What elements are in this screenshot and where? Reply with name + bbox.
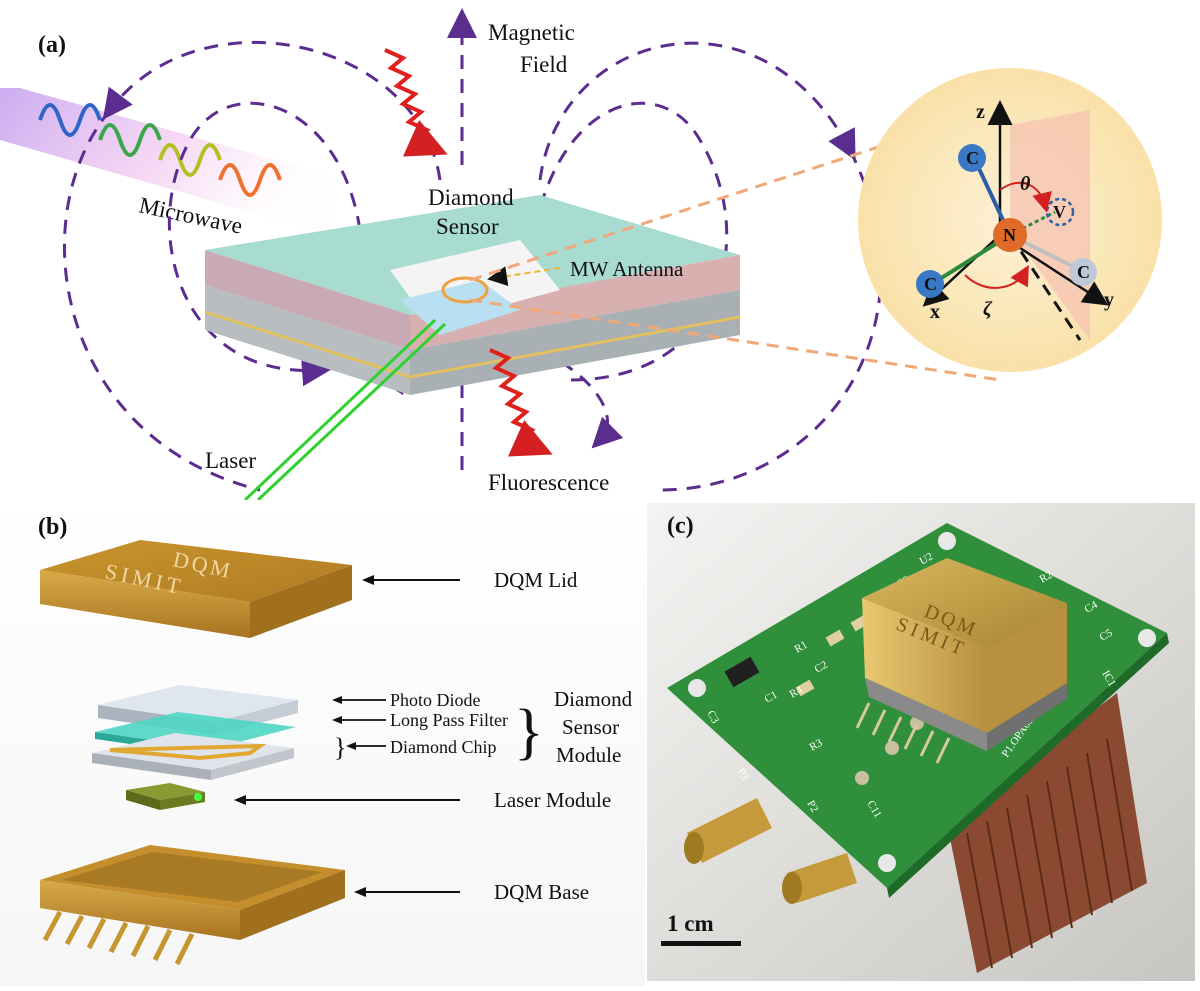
nv-center-inset: z x y C C C V N θ ζ (858, 68, 1162, 372)
panel-b: (b) DQM SIMIT DQM Lid } Photo Diode Long… (0, 500, 645, 986)
diamond-chip-label: Diamond Chip (390, 737, 497, 757)
pcb-label-p2: P2 (804, 799, 820, 815)
nitrogen-atom (993, 218, 1027, 252)
microwave-beam (0, 88, 330, 235)
lid-arrowhead (362, 575, 374, 585)
chip-brace: } (334, 733, 346, 762)
carbon-atom-2 (916, 270, 944, 298)
vacancy-site (1045, 197, 1075, 227)
theta-arc (999, 181, 1052, 213)
dqm-lid-label: DQM Lid (494, 568, 578, 592)
diamond-sensor-label-1: Diamond (428, 185, 514, 210)
panel-b-label: (b) (38, 514, 67, 540)
sensor-stack (92, 685, 298, 780)
sma-connectors (684, 798, 857, 904)
dqm-base (40, 845, 345, 966)
carbon-atom-3 (1069, 258, 1097, 286)
chip-arrowhead (346, 742, 356, 750)
nitrogen-label: N (1003, 225, 1016, 245)
magnetic-field-label-1: Magnetic (488, 20, 575, 45)
laser-module (126, 783, 205, 810)
microwave-wave-blue (38, 103, 102, 137)
dqm-gold-can: DQM SIMIT (855, 558, 1067, 764)
pcb-label-u2: U2 (918, 550, 936, 567)
theta-label: θ (1020, 173, 1031, 195)
fluorescence-photon (489, 348, 553, 457)
mw-antenna-pointer (487, 266, 561, 287)
microwave-wave-yellow (158, 143, 222, 177)
microwave-wave-green (98, 123, 162, 157)
axis-y-label: y (1104, 289, 1114, 311)
long-pass-filter-label: Long Pass Filter (390, 710, 508, 730)
panel-c-label: (c) (667, 513, 694, 539)
mw-antenna-label: MW Antenna (570, 257, 684, 281)
diamond-sensor-block (204, 195, 741, 395)
panel-c-photo: (c) U2 R2 C4 C5 (647, 503, 1195, 981)
carbon-label-1: C (966, 148, 979, 168)
pcb-label-c3: C3 (704, 709, 721, 727)
panel-a-figure: (a) Microwave Magnetic Field Diamond Sen… (0, 8, 1162, 502)
module-brace: } (514, 698, 544, 766)
photo-diode-arrowhead (332, 696, 342, 704)
laser-module-arrowhead (234, 795, 246, 805)
panel-a-label: (a) (38, 32, 66, 58)
pcb-label-c5: C5 (1098, 627, 1116, 644)
heat-sink (947, 693, 1147, 973)
carbon-atom-1 (958, 144, 986, 172)
laser-module-label: Laser Module (494, 788, 611, 812)
dqm-base-label: DQM Base (494, 880, 589, 904)
microwave-wave-orange (218, 163, 282, 197)
magnetic-field-label-2: Field (520, 52, 568, 77)
pcb-label-r3: R3 (808, 737, 826, 754)
panel-a: (a) Microwave Magnetic Field Diamond Sen… (0, 8, 1162, 502)
pcb-label-r1: R1 (793, 639, 810, 656)
zoom-guide-lines (469, 138, 1001, 382)
base-arrowhead (354, 887, 366, 897)
scale-bar (661, 941, 741, 946)
carbon-label-3: C (1077, 262, 1090, 282)
fluorescence-label: Fluorescence (488, 470, 609, 495)
pcb-label-r4: R4 (788, 684, 806, 701)
zeta-label: ζ (983, 298, 993, 320)
pcb-label-c1: C1 (763, 689, 780, 706)
scale-bar-label: 1 cm (667, 911, 714, 936)
module-label-2: Sensor (562, 715, 619, 739)
filter-arrowhead (332, 716, 342, 724)
dqm-lid: DQM SIMIT (40, 540, 352, 638)
module-label-1: Diamond (554, 687, 633, 711)
inset-plane (1010, 110, 1090, 340)
incoming-photon (384, 48, 448, 157)
carbon-label-2: C (924, 274, 937, 294)
axis-z-label: z (976, 101, 985, 123)
pcb-label-c2: C2 (813, 659, 830, 676)
pcb-label-r2: R2 (1038, 569, 1055, 586)
zeta-arc (964, 265, 1029, 289)
panel-b-figure: (b) DQM SIMIT DQM Lid } Photo Diode Long… (38, 514, 633, 966)
laser-label: Laser (205, 448, 256, 473)
magnetic-field-lines (62, 8, 883, 492)
module-label-3: Module (556, 743, 621, 767)
axis-x-label: x (930, 301, 940, 323)
diamond-sensor-label-2: Sensor (436, 214, 499, 239)
photo-diode-label: Photo Diode (390, 690, 481, 710)
laser-beam (243, 318, 447, 502)
vacancy-label: V (1053, 202, 1066, 222)
nv-axis (1008, 234, 1082, 341)
pcb-label-c4: C4 (1083, 599, 1101, 616)
panel-c-figure: (c) U2 R2 C4 C5 (647, 503, 1195, 981)
